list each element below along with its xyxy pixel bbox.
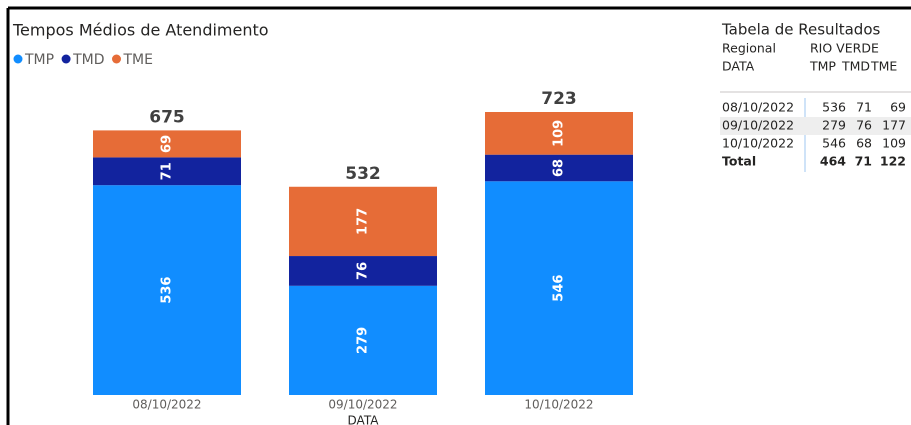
bar-segment <box>93 185 241 395</box>
total-label: 723 <box>541 89 577 109</box>
bar-segment <box>93 157 241 186</box>
table-cell: 68 <box>856 136 872 151</box>
bar-segment <box>93 130 241 158</box>
bar-segment <box>485 112 633 155</box>
data-label: 536 <box>160 277 175 304</box>
bar-segment <box>289 186 437 257</box>
bar-segment <box>289 256 437 286</box>
table-cell: 546 <box>822 136 846 151</box>
table-cell: 69 <box>890 100 906 115</box>
table-cell: 09/10/2022 <box>722 118 794 133</box>
legend-label: TMD <box>72 52 104 68</box>
table-title: Tabela de Resultados <box>721 21 881 39</box>
total-label: 532 <box>345 164 381 184</box>
table-cell: 71 <box>856 100 872 115</box>
data-label: 68 <box>552 159 567 177</box>
bar-segment <box>289 285 437 395</box>
x-axis-label: DATA <box>348 414 380 425</box>
data-label: 546 <box>552 275 567 302</box>
bar-segment <box>485 154 633 182</box>
table-header: TMP <box>809 59 836 74</box>
table-header: RIO VERDE <box>810 41 879 56</box>
data-label: 76 <box>356 262 371 280</box>
data-label: 69 <box>160 135 175 153</box>
data-label: 109 <box>552 120 567 147</box>
table-header: Regional <box>722 41 776 56</box>
legend-marker <box>61 54 71 64</box>
legend-label: TME <box>123 52 153 68</box>
legend-label: TMP <box>24 52 54 68</box>
total-label: 675 <box>149 107 185 127</box>
table-cell: 109 <box>882 136 906 151</box>
table-cell: 76 <box>856 118 872 133</box>
table-cell: 177 <box>882 118 906 133</box>
data-label: 279 <box>356 327 371 354</box>
table-cell: Total <box>722 154 756 169</box>
table-header: TME <box>870 59 897 74</box>
table-cell: 464 <box>820 154 846 169</box>
table-cell: 279 <box>822 118 846 133</box>
legend-marker <box>112 54 121 64</box>
table-cell: 71 <box>855 154 872 169</box>
table-cell: 08/10/2022 <box>722 100 794 115</box>
table-cell: 122 <box>880 154 906 169</box>
table-cell: 10/10/2022 <box>722 136 794 151</box>
x-tick-label: 09/10/2022 <box>328 398 397 412</box>
chart-title: Tempos Médios de Atendimento <box>12 21 269 40</box>
data-label: 177 <box>356 208 371 235</box>
row-band <box>720 117 911 135</box>
x-tick-label: 08/10/2022 <box>132 398 201 412</box>
x-tick-label: 10/10/2022 <box>524 398 593 412</box>
bar-segment <box>485 181 633 395</box>
table-cell: 536 <box>822 100 846 115</box>
data-label: 71 <box>160 162 175 180</box>
table-header: TMD <box>841 59 870 74</box>
table-header: DATA <box>722 59 755 74</box>
legend-marker <box>13 54 23 64</box>
